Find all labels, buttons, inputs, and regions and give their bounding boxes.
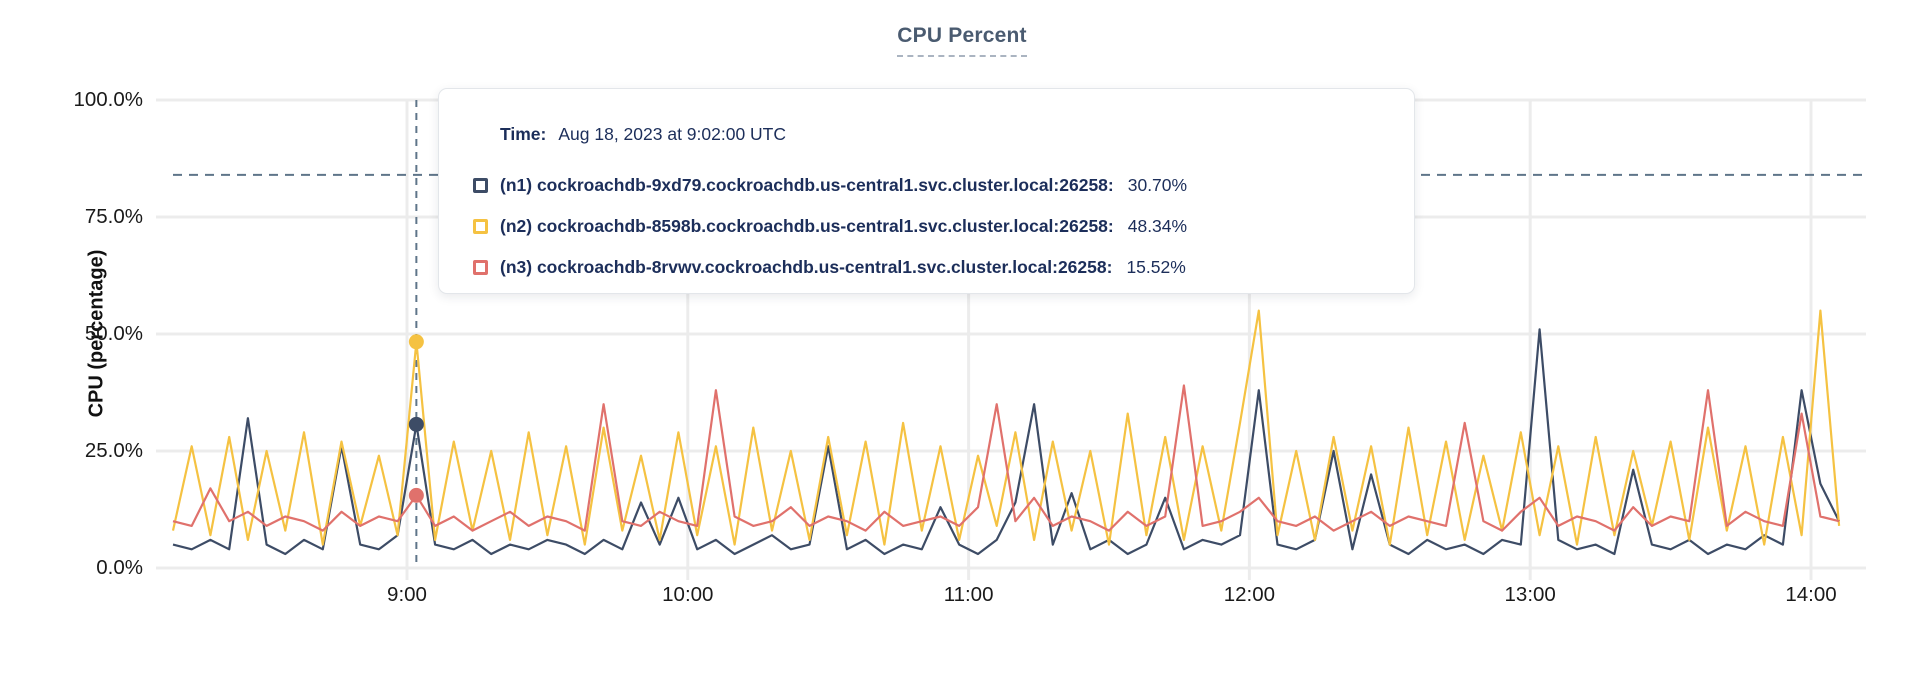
- series-swatch-icon: [473, 177, 488, 193]
- tooltip-series-label: (n2) cockroachdb-8598b.cockroachdb.us-ce…: [500, 215, 1114, 236]
- tooltip-series-value: 30.70%: [1127, 174, 1188, 195]
- tooltip-time-row: Time: Aug 18, 2023 at 9:02:00 UTC: [473, 121, 1394, 147]
- tooltip-series-rows: (n1) cockroachdb-9xd79.cockroachdb.us-ce…: [473, 172, 1394, 280]
- x-tick-label: 11:00: [943, 583, 994, 606]
- y-tick-label: 25.0%: [84, 439, 143, 462]
- x-tick-label: 10:00: [662, 583, 714, 606]
- tooltip-time-value: Aug 18, 2023 at 9:02:00 UTC: [558, 123, 787, 144]
- y-tick-label: 0.0%: [96, 556, 143, 579]
- tooltip-series-label: (n3) cockroachdb-8rvwv.cockroachdb.us-ce…: [500, 256, 1113, 277]
- series-line-n3: [172, 384, 1840, 532]
- x-tick-label: 14:00: [1785, 583, 1837, 606]
- tooltip-series-row: (n1) cockroachdb-9xd79.cockroachdb.us-ce…: [473, 172, 1394, 198]
- tooltip-series-label: (n1) cockroachdb-9xd79.cockroachdb.us-ce…: [500, 174, 1114, 195]
- tooltip-series-row: (n2) cockroachdb-8598b.cockroachdb.us-ce…: [473, 213, 1394, 239]
- x-tick-label: 9:00: [387, 583, 427, 606]
- tooltip-series-value: 15.52%: [1126, 256, 1186, 277]
- chart-title: CPU Percent: [0, 24, 1924, 57]
- hover-point-n3: [408, 487, 424, 503]
- y-tick-label: 75.0%: [84, 205, 143, 228]
- tooltip-series-row: (n3) cockroachdb-8rvwv.cockroachdb.us-ce…: [473, 254, 1394, 280]
- x-tick-label: 13:00: [1504, 583, 1556, 606]
- series-line-n2: [171, 309, 1841, 546]
- hover-point-n1: [408, 416, 424, 432]
- hover-tooltip: Time: Aug 18, 2023 at 9:02:00 UTC (n1) c…: [438, 88, 1415, 294]
- y-tick-label: 100.0%: [73, 88, 143, 111]
- series-swatch-icon: [473, 218, 488, 234]
- chart-title-text: CPU Percent: [897, 24, 1027, 57]
- tooltip-series-value: 48.34%: [1127, 215, 1188, 236]
- tooltip-time-label: Time:: [500, 123, 547, 144]
- hover-point-n2: [408, 334, 424, 350]
- y-tick-label: 50.0%: [84, 322, 143, 345]
- series-swatch-icon: [473, 259, 488, 275]
- x-tick-label: 12:00: [1223, 583, 1276, 606]
- series-line-n1: [172, 328, 1841, 556]
